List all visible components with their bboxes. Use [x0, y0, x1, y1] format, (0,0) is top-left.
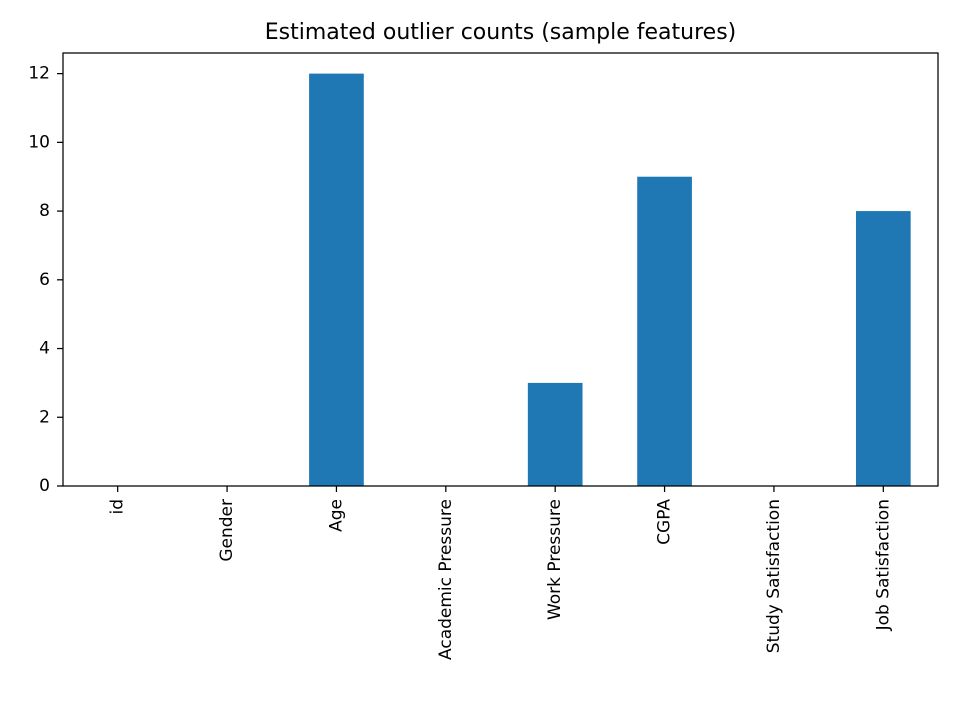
y-tick-label: 10 — [28, 132, 50, 152]
x-tick-label: CGPA — [655, 499, 675, 545]
bars-group — [309, 73, 911, 487]
x-tick-label: Study Satisfaction — [764, 499, 784, 653]
x-tick-label: Age — [326, 499, 346, 532]
bar-age — [309, 73, 364, 486]
y-axis: 0 2 4 6 8 10 12 — [28, 64, 63, 496]
bar-job-satisfaction — [855, 211, 911, 487]
bar-work-pressure — [527, 382, 583, 486]
bar-cgpa — [637, 176, 692, 486]
x-tick-label: id — [108, 499, 128, 515]
chart-title: Estimated outlier counts (sample feature… — [265, 20, 737, 45]
x-axis: id Gender Age Academic Pressure Work Pressur… — [108, 486, 893, 660]
x-tick-label: Gender — [217, 499, 237, 562]
x-tick-label: Job Satisfaction — [873, 499, 893, 631]
plot-frame — [62, 52, 939, 487]
y-tick-label: 0 — [39, 476, 50, 496]
y-tick-label: 12 — [28, 64, 50, 84]
y-tick-label: 8 — [39, 201, 50, 221]
y-tick-label: 6 — [39, 270, 50, 290]
x-tick-label: Work Pressure — [545, 499, 565, 620]
y-tick-label: 2 — [39, 407, 50, 427]
x-tick-label: Academic Pressure — [436, 499, 456, 660]
y-tick-label: 4 — [39, 339, 50, 359]
